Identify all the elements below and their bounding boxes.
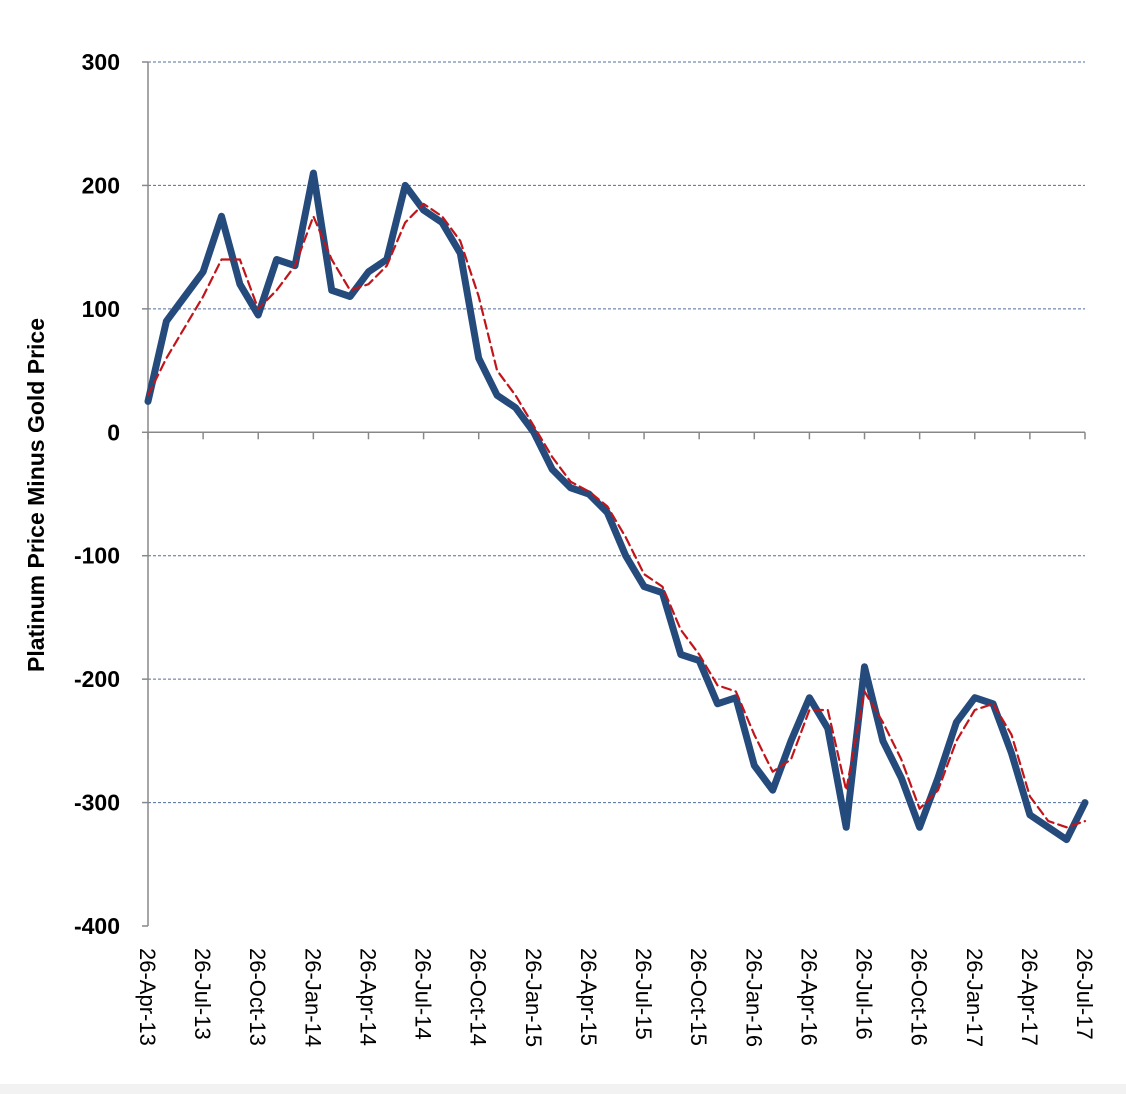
moving-average-line: [146, 202, 1087, 829]
x-tick-label: 26-Jan-15: [521, 948, 546, 1047]
y-tick-label: 100: [82, 296, 120, 322]
x-tick-label: 26-Oct-14: [466, 948, 491, 1046]
y-tick-label: -300: [74, 790, 120, 816]
y-tick-label: 200: [82, 172, 120, 198]
window-bottom-edge: [0, 1084, 1126, 1094]
x-tick-label: 26-Apr-15: [576, 948, 601, 1046]
x-tick-label: 26-Apr-16: [796, 948, 821, 1046]
x-tick-label: 26-Jul-13: [190, 948, 215, 1040]
y-tick-label: -400: [74, 913, 120, 939]
x-tick-label: 26-Oct-13: [245, 948, 270, 1046]
x-tick-label: 26-Jul-14: [411, 948, 436, 1040]
y-axis-label: Platinum Price Minus Gold Price: [23, 318, 49, 672]
y-tick-label: -100: [74, 543, 120, 569]
y-tick-label: 0: [107, 419, 120, 445]
x-tick-label: 26-Jul-16: [852, 948, 877, 1040]
x-tick-label: 26-Oct-15: [686, 948, 711, 1046]
x-tick-label: 26-Jan-16: [741, 948, 766, 1047]
y-tick-label: 300: [82, 49, 120, 75]
series-group: [144, 169, 1089, 844]
x-tick-label: 26-Oct-16: [907, 948, 932, 1046]
x-tick-label: 26-Jul-17: [1072, 948, 1097, 1040]
x-tick-label: 26-Jan-14: [300, 948, 325, 1047]
x-tick-label: 26-Jan-17: [962, 948, 987, 1047]
x-tick-label: 26-Jul-15: [631, 948, 656, 1040]
x-tick-label: 26-Apr-14: [355, 948, 380, 1046]
axes: [142, 61, 1086, 927]
tick-labels: 300 200 100 0 -100 -200 -300 -400 26-Apr-13 26-Ju…: [74, 49, 1097, 1047]
y-tick-label: -200: [74, 666, 120, 692]
price-spread-line: [144, 169, 1089, 844]
x-tick-label: 26-Apr-17: [1017, 948, 1042, 1046]
x-tick-label: 26-Apr-13: [135, 948, 160, 1046]
